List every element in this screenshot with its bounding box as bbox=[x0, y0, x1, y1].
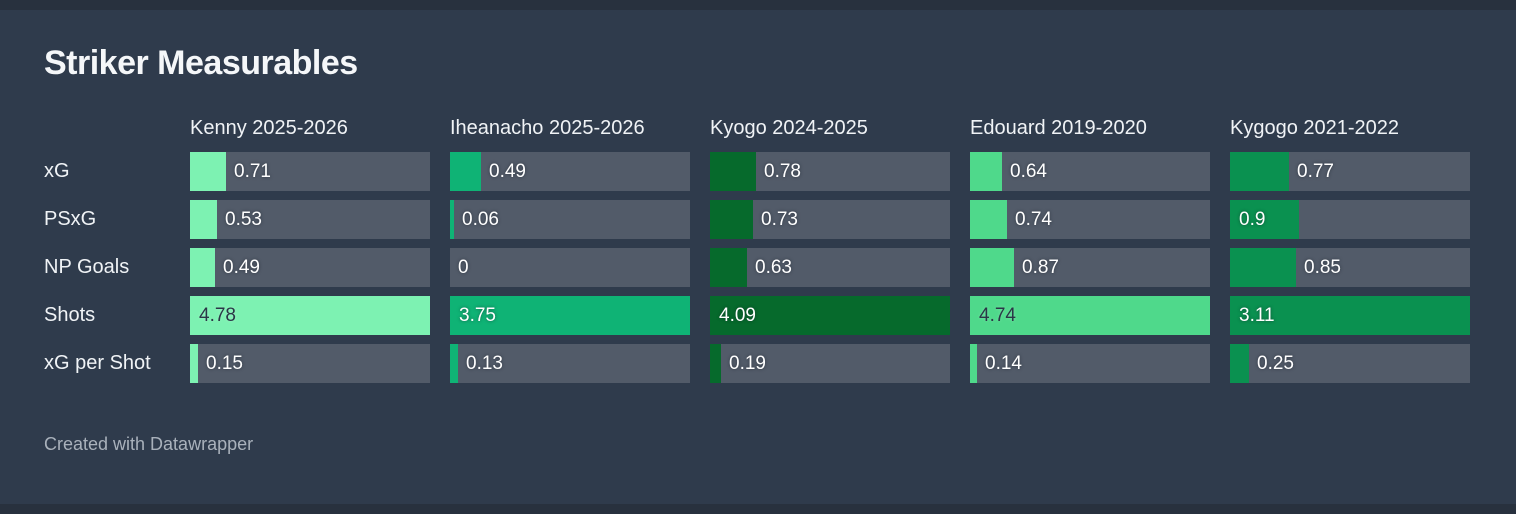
bar-track: 0.9 bbox=[1230, 200, 1470, 239]
bar-value-label: 0.53 bbox=[225, 208, 262, 230]
bar-track: 0.25 bbox=[1230, 344, 1470, 383]
corner-cell bbox=[44, 113, 170, 143]
bar-track: 0.15 bbox=[190, 344, 430, 383]
column-header: Kygogo 2021-2022 bbox=[1230, 116, 1400, 139]
bar-value-label: 0.78 bbox=[764, 160, 801, 182]
chart-title: Striker Measurables bbox=[44, 44, 358, 82]
bar-track: 4.78 bbox=[190, 296, 430, 335]
bar-value-label: 0.19 bbox=[729, 352, 766, 374]
bar-fill bbox=[1230, 248, 1296, 287]
bar-track: 0.73 bbox=[710, 200, 950, 239]
metric-label: NP Goals bbox=[44, 256, 130, 278]
bar-track: 0.74 bbox=[970, 200, 1210, 239]
bar-track: 0.77 bbox=[1230, 152, 1470, 191]
bar-fill bbox=[190, 344, 198, 383]
bar-value-label: 0.71 bbox=[234, 160, 271, 182]
bar-track: 0.64 bbox=[970, 152, 1210, 191]
datawrapper-credit[interactable]: Created with Datawrapper bbox=[44, 434, 254, 454]
bar-fill bbox=[710, 248, 747, 287]
bar-fill bbox=[710, 296, 950, 335]
bar-value-label: 0.14 bbox=[985, 352, 1022, 374]
bar-fill bbox=[970, 248, 1014, 287]
bar-fill bbox=[970, 296, 1210, 335]
bar-track: 4.09 bbox=[710, 296, 950, 335]
bar-value-label: 3.75 bbox=[459, 304, 496, 326]
bar-track: 0.53 bbox=[190, 200, 430, 239]
metric-label: xG bbox=[44, 160, 70, 182]
bar-value-label: 0.9 bbox=[1239, 208, 1266, 230]
bar-fill bbox=[1230, 152, 1289, 191]
bar-fill bbox=[970, 344, 977, 383]
bar-value-label: 0.74 bbox=[1015, 208, 1052, 230]
bar-fill bbox=[710, 200, 753, 239]
metric-label: Shots bbox=[44, 304, 96, 326]
bar-fill bbox=[450, 296, 690, 335]
bar-value-label: 0 bbox=[458, 256, 469, 278]
bar-value-label: 4.78 bbox=[199, 304, 236, 326]
bar-fill bbox=[190, 248, 215, 287]
column-header: Kenny 2025-2026 bbox=[190, 116, 348, 139]
bar-fill bbox=[190, 152, 226, 191]
bar-fill bbox=[450, 152, 481, 191]
bar-fill bbox=[710, 152, 756, 191]
bar-fill bbox=[710, 344, 721, 383]
metric-label: xG per Shot bbox=[44, 352, 151, 374]
bar-value-label: 3.11 bbox=[1239, 304, 1275, 326]
bar-value-label: 0.49 bbox=[489, 160, 526, 182]
bar-fill bbox=[1230, 200, 1299, 239]
column-header: Edouard 2019-2020 bbox=[970, 116, 1147, 139]
bar-value-label: 0.64 bbox=[1010, 160, 1047, 182]
bar-fill bbox=[970, 200, 1007, 239]
bar-track: 3.11 bbox=[1230, 296, 1470, 335]
bar-track: 0 bbox=[450, 248, 690, 287]
bar-value-label: 4.74 bbox=[979, 304, 1016, 326]
bar-track: 0.19 bbox=[710, 344, 950, 383]
bar-track: 0.49 bbox=[450, 152, 690, 191]
metric-label: PSxG bbox=[44, 208, 97, 230]
bar-value-label: 0.15 bbox=[206, 352, 243, 374]
bar-track: 0.06 bbox=[450, 200, 690, 239]
bar-value-label: 0.87 bbox=[1022, 256, 1059, 278]
bar-track: 0.78 bbox=[710, 152, 950, 191]
bar-track: 0.63 bbox=[710, 248, 950, 287]
bar-track: 0.13 bbox=[450, 344, 690, 383]
window-edge-top bbox=[0, 0, 1516, 10]
bar-value-label: 0.06 bbox=[462, 208, 499, 230]
bar-track: 3.75 bbox=[450, 296, 690, 335]
bar-value-label: 0.85 bbox=[1304, 256, 1341, 278]
bar-fill bbox=[190, 200, 217, 239]
bar-value-label: 0.49 bbox=[223, 256, 260, 278]
window-edge-bottom bbox=[0, 504, 1516, 514]
bar-value-label: 0.73 bbox=[761, 208, 798, 230]
bar-track: 0.71 bbox=[190, 152, 430, 191]
bar-fill bbox=[970, 152, 1002, 191]
bar-track: 0.14 bbox=[970, 344, 1210, 383]
bar-fill bbox=[190, 296, 430, 335]
bar-track: 4.74 bbox=[970, 296, 1210, 335]
bar-value-label: 0.25 bbox=[1257, 352, 1294, 374]
bar-value-label: 0.63 bbox=[755, 256, 792, 278]
bar-value-label: 0.77 bbox=[1297, 160, 1334, 182]
column-header: Iheanacho 2025-2026 bbox=[450, 116, 645, 139]
bar-fill bbox=[1230, 296, 1470, 335]
bar-track: 0.49 bbox=[190, 248, 430, 287]
bar-table: Kenny 2025-2026 Iheanacho 2025-2026 Kyogo … bbox=[0, 113, 1470, 383]
column-header: Kyogo 2024-2025 bbox=[710, 116, 868, 139]
bar-track: 0.85 bbox=[1230, 248, 1470, 287]
bar-track: 0.87 bbox=[970, 248, 1210, 287]
bar-fill bbox=[450, 200, 454, 239]
bar-value-label: 4.09 bbox=[719, 304, 756, 326]
bar-fill bbox=[450, 344, 458, 383]
bar-value-label: 0.13 bbox=[466, 352, 503, 374]
bar-fill bbox=[1230, 344, 1249, 383]
